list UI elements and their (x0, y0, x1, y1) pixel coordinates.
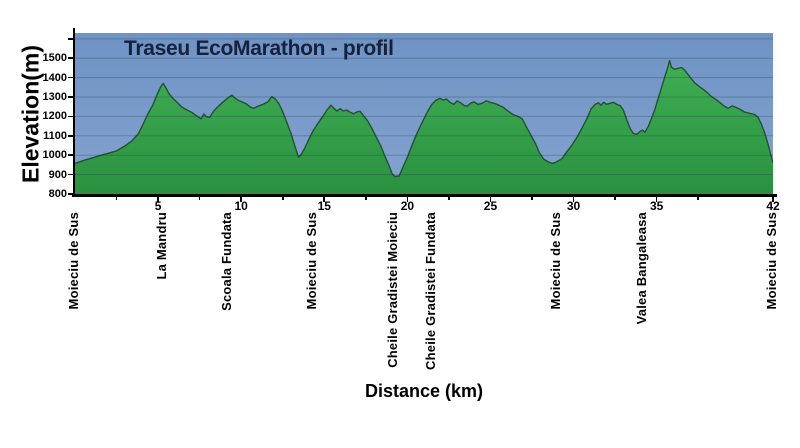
x-tick-42 (772, 196, 774, 202)
x-tick-label-10: 10 (234, 199, 248, 213)
y-tick-label-1200: 1200 (42, 110, 67, 123)
y-tick-1600 (68, 38, 73, 40)
x-tick-2.5 (115, 196, 118, 200)
x-tick-35 (655, 196, 658, 202)
x-tick-32.5 (614, 196, 616, 200)
y-tick-label-900: 900 (48, 168, 67, 181)
x-tick-30 (572, 196, 575, 202)
waypoint-label-1: La Mandru (154, 212, 170, 280)
horizontal-gridlines (75, 38, 773, 176)
x-tick-7.5 (198, 196, 201, 200)
waypoint-label-0: Moieciu de Sus (66, 212, 81, 310)
x-tick-label-35: 35 (649, 199, 664, 213)
y-tick-800 (68, 193, 73, 195)
x-tick-label-20: 20 (400, 199, 415, 213)
x-tick-20 (406, 196, 409, 202)
x-tick-label-25: 25 (483, 199, 498, 213)
waypoint-label-3: Moieciu de Sus (303, 212, 319, 310)
x-tick-22.5 (448, 196, 450, 200)
x-tick-15 (323, 196, 326, 202)
x-tick-37.5 (697, 196, 699, 200)
y-tick-1200 (68, 115, 73, 118)
waypoint-label-7: Valea Bangaleasa (634, 212, 650, 325)
x-tick-label-30: 30 (566, 199, 581, 213)
y-tick-label-1000: 1000 (42, 149, 67, 162)
x-tick-label-42: 42 (766, 199, 780, 213)
y-tick-label-1400: 1400 (42, 71, 67, 84)
x-tick-5 (157, 196, 159, 202)
chart-title: Traseu EcoMarathon - profil (124, 37, 394, 60)
x-axis-line (72, 194, 777, 197)
y-tick-1400 (68, 76, 73, 79)
x-tick-27.5 (531, 196, 533, 200)
elevation-area (75, 60, 773, 194)
waypoint-label-4: Cheile Gradistei Moieciu (385, 212, 401, 368)
waypoint-label-5: Cheile Gradistei Fundata (423, 212, 439, 370)
x-axis-title: Distance (km) (364, 381, 484, 401)
y-tick-1300 (68, 96, 73, 98)
x-tick-label-15: 15 (317, 199, 331, 213)
y-tick-1100 (68, 135, 73, 137)
y-tick-label-1500: 1500 (42, 52, 67, 65)
x-tick-17.5 (365, 196, 367, 200)
waypoint-label-2: Scoala Fundata (218, 212, 234, 311)
x-tick-10 (240, 196, 242, 202)
y-axis-line (73, 28, 76, 196)
plot-area: Traseu EcoMarathon - profil (75, 33, 773, 194)
x-tick-label-5: 5 (154, 199, 162, 213)
elevation-outline (75, 60, 773, 178)
y-tick-1000 (68, 154, 73, 156)
waypoint-label-8: Moieciu de Sus (764, 212, 779, 310)
x-tick-12.5 (281, 196, 284, 200)
y-tick-label-1100: 1100 (43, 129, 67, 142)
x-tick-25 (489, 196, 492, 202)
elevation-profile-chart (75, 33, 773, 194)
waypoint-label-6: Moieciu de Sus (547, 212, 563, 310)
y-tick-900 (68, 173, 73, 176)
y-tick-1500 (68, 57, 73, 59)
y-tick-label-800: 800 (48, 188, 67, 200)
y-tick-label-1300: 1300 (42, 91, 67, 103)
